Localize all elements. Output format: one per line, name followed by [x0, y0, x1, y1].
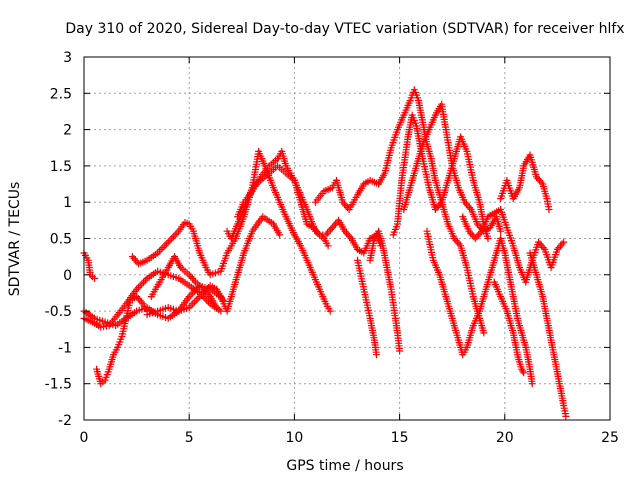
data-points — [234, 147, 332, 250]
tick-label-layer: 0 5 10 15 20 25 -2 -1.5 -1 -0.5 0 0.5 1 1.5 2 2.5 3 — [45, 50, 619, 446]
data-layer — [80, 86, 570, 420]
x-tick-label: 5 — [185, 430, 194, 446]
data-series-sat-17 — [490, 278, 528, 377]
plot-frame — [83, 56, 611, 421]
y-tick-label: 2.5 — [50, 86, 72, 102]
y-tick-label: 0 — [63, 268, 72, 284]
y-tick-label: 3 — [63, 50, 72, 66]
data-points — [400, 100, 505, 235]
data-series-sat-9 — [234, 147, 332, 250]
y-tick-label: 0.5 — [50, 232, 72, 248]
data-series-sat-18 — [497, 151, 553, 213]
y-tick-label: 1 — [63, 195, 72, 211]
y-tick-label: -1.5 — [45, 377, 72, 393]
data-points — [93, 293, 151, 388]
data-points — [497, 151, 553, 213]
x-axis-label: GPS time / hours — [286, 458, 403, 474]
data-points — [354, 256, 380, 359]
chart-title: Day 310 of 2020, Sidereal Day-to-day VTE… — [65, 21, 624, 37]
y-tick-label: -0.5 — [45, 304, 72, 320]
data-points — [143, 282, 227, 319]
x-tick-label: 20 — [496, 430, 514, 446]
data-points — [423, 227, 536, 388]
data-points — [80, 249, 98, 282]
y-tick-label: 2 — [63, 123, 72, 139]
data-points — [526, 249, 570, 420]
data-series-sat-6 — [143, 282, 227, 319]
data-series-sat-12 — [366, 227, 404, 355]
x-tick-label: 15 — [391, 430, 409, 446]
data-series-sat-19 — [526, 249, 570, 420]
y-axis-label: SDTVAR / TECUs — [7, 182, 23, 297]
tick-layer — [83, 56, 611, 421]
data-series-sat-7 — [147, 253, 221, 311]
data-series-sat-11 — [354, 256, 380, 359]
y-tick-label: 1.5 — [50, 159, 72, 175]
data-points — [147, 253, 221, 311]
x-tick-label: 25 — [601, 430, 619, 446]
data-series-sat-14 — [400, 100, 505, 235]
data-series-sat-1 — [80, 249, 98, 282]
y-tick-label: -2 — [58, 413, 72, 429]
data-points — [366, 227, 404, 355]
data-series-sat-4 — [93, 293, 151, 388]
data-series-sat-15 — [423, 227, 536, 388]
x-tick-label: 0 — [80, 430, 89, 446]
grid-layer — [84, 57, 610, 420]
data-points — [490, 278, 528, 377]
x-tick-label: 10 — [285, 430, 303, 446]
y-tick-label: -1 — [58, 340, 72, 356]
